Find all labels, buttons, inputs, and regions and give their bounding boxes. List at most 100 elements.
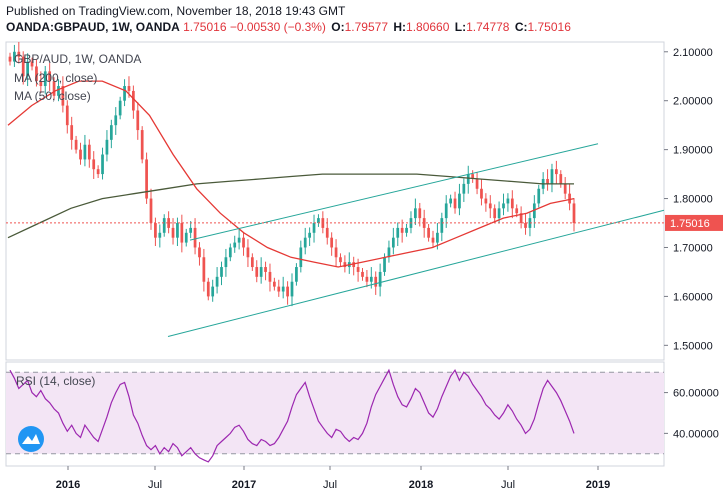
logo-circle (18, 426, 44, 452)
candle-body (383, 257, 386, 272)
candle-body (312, 223, 316, 233)
open-value: 1.79577 (344, 20, 389, 34)
candle-body (528, 218, 532, 228)
candle-body (330, 237, 334, 248)
last-price-tag-label: 1.75016 (670, 218, 710, 230)
last-price-tag (665, 214, 723, 231)
candle-body (352, 262, 356, 268)
candle-body (65, 105, 69, 126)
legend-title: GBP/AUD, 1W, OANDA (14, 52, 142, 66)
candle-body (189, 227, 193, 233)
legend-ma50: MA (50, close) (14, 89, 91, 103)
candle-body (57, 86, 60, 96)
open-label: O: (331, 20, 345, 34)
x-tick-label: Jul (323, 479, 337, 491)
candle-body (568, 193, 571, 204)
candle-body (26, 61, 29, 77)
channel-upper-line (189, 143, 599, 241)
candle-body (466, 174, 470, 184)
candle-body (572, 203, 576, 224)
candle-body (101, 154, 104, 175)
candle-body (369, 276, 373, 282)
candle-body (414, 208, 417, 219)
low-value: 1.74778 (466, 20, 510, 34)
candle-body (462, 183, 466, 194)
candle-body (286, 286, 289, 297)
candle-body (202, 257, 206, 282)
candle-body (180, 223, 184, 243)
candle-body (246, 247, 250, 258)
candle-body (259, 267, 263, 277)
candle-body (532, 203, 536, 219)
candle-body (334, 247, 338, 258)
low-label: L: (454, 20, 467, 34)
candle-body (184, 232, 188, 243)
candle-body (250, 257, 254, 268)
channel-lower-line (167, 209, 665, 338)
candle-body (105, 139, 109, 155)
y-tick-label: 1.60000 (673, 291, 713, 303)
y-tick-label: 1.90000 (673, 145, 713, 157)
candle-body (497, 208, 501, 219)
logo-mark (22, 434, 40, 444)
candle-body (17, 51, 21, 57)
candle-body (295, 267, 298, 282)
candle-body (233, 242, 237, 248)
candle-body (224, 257, 228, 268)
candle-body (400, 227, 404, 233)
candle-body (475, 178, 479, 189)
candle-body (206, 281, 210, 297)
candle-body (228, 247, 232, 258)
candle-body (43, 71, 47, 87)
price-pane (5, 41, 665, 361)
candle-body (13, 51, 16, 62)
symbol-name: OANDA:GBPAUD, 1W, OANDA (6, 20, 180, 34)
candle-body (453, 198, 457, 209)
candle-body (343, 262, 347, 268)
legend-ma200: MA (200, close) (14, 71, 98, 85)
candle-body (21, 56, 25, 77)
candle-body (458, 193, 461, 209)
candle-body (484, 198, 488, 204)
legend-rsi: RSI (14, close) (16, 374, 96, 388)
candle-body (211, 286, 215, 297)
rsi-line (9, 368, 575, 463)
x-tick-label: Jul (148, 479, 162, 491)
rsi-tick-label: 40.00000 (673, 428, 719, 440)
candle-body (449, 198, 452, 204)
y-tick-label: 2.10000 (673, 47, 713, 59)
candle-body (325, 227, 329, 238)
candle-body (502, 203, 505, 209)
candle-body (149, 198, 153, 224)
candle-body (136, 110, 140, 131)
candle-body (396, 227, 400, 238)
close-label: C: (514, 20, 528, 34)
candle-body (52, 81, 56, 96)
candle-body (365, 276, 369, 282)
candle-body (61, 86, 65, 106)
candle-body (109, 125, 113, 140)
y-tick-label: 2.00000 (673, 96, 713, 108)
candle-body (559, 174, 563, 184)
x-tick-label: 2017 (232, 479, 256, 491)
candle-body (118, 100, 122, 116)
y-tick-label: 1.80000 (673, 194, 713, 206)
candle-body (480, 188, 483, 199)
candle-body (39, 81, 43, 87)
candle-body (83, 144, 87, 160)
candle-body (140, 130, 144, 160)
candle-body (281, 286, 285, 292)
candle-body (427, 227, 430, 238)
x-tick-label: 2016 (56, 479, 80, 491)
rsi-band (6, 372, 664, 454)
x-tick-label: Jul (501, 479, 515, 491)
candle-body (290, 281, 294, 297)
candle-body (87, 144, 91, 160)
tradingview-logo-icon (18, 426, 44, 452)
candle-body (158, 232, 162, 238)
candle-body (391, 237, 395, 248)
candle-body (563, 183, 567, 194)
candle-body (436, 232, 439, 243)
rsi-tick-label: 60.00000 (673, 388, 719, 400)
